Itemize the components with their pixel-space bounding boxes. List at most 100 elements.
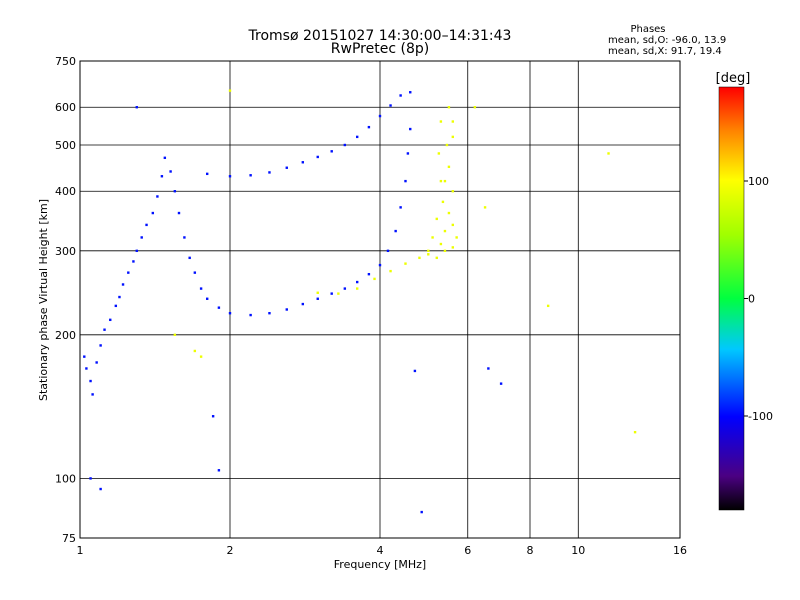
colorbar-ticks: 100 0 -100 bbox=[744, 175, 773, 423]
x-tick-label: 1 bbox=[77, 544, 84, 557]
data-point bbox=[378, 114, 382, 118]
data-point bbox=[285, 166, 288, 169]
data-point bbox=[343, 287, 347, 290]
data-point bbox=[443, 229, 447, 233]
data-point bbox=[546, 304, 550, 308]
data-point bbox=[386, 249, 390, 253]
y-axis-label: Stationary phase Virtual Height [km] bbox=[37, 199, 50, 401]
data-point bbox=[355, 287, 359, 290]
data-point bbox=[118, 295, 121, 299]
data-point bbox=[343, 143, 347, 147]
data-point bbox=[109, 318, 112, 322]
data-point bbox=[173, 333, 177, 337]
data-point bbox=[607, 152, 610, 155]
data-point bbox=[103, 328, 106, 331]
data-point bbox=[268, 311, 271, 315]
data-point bbox=[404, 179, 407, 183]
data-point bbox=[330, 292, 333, 295]
data-point bbox=[169, 170, 172, 173]
data-point bbox=[249, 313, 252, 317]
data-point bbox=[228, 311, 232, 315]
data-point bbox=[455, 236, 458, 239]
stats-heading: Phases bbox=[630, 24, 665, 35]
data-point bbox=[316, 155, 319, 159]
data-point bbox=[451, 223, 455, 227]
data-point bbox=[301, 161, 305, 164]
data-point bbox=[99, 487, 102, 491]
data-point bbox=[135, 249, 138, 253]
data-point bbox=[337, 292, 340, 295]
data-point bbox=[447, 211, 451, 215]
x-axis-ticks: 1 2 4 6 8 10 16 bbox=[77, 544, 688, 557]
colorbar bbox=[718, 86, 745, 511]
data-point bbox=[443, 249, 447, 253]
data-point bbox=[228, 175, 232, 178]
data-point bbox=[445, 143, 449, 147]
data-point bbox=[160, 175, 164, 178]
data-point bbox=[127, 271, 130, 274]
data-point bbox=[431, 236, 434, 239]
data-point bbox=[249, 174, 252, 177]
colorbar-tick-label: 100 bbox=[748, 175, 769, 188]
data-point bbox=[193, 349, 197, 353]
y-tick-label: 750 bbox=[55, 55, 76, 68]
data-point bbox=[163, 156, 167, 160]
data-point bbox=[151, 211, 155, 215]
colorbar-label: [deg] bbox=[716, 71, 751, 86]
data-point bbox=[330, 150, 333, 153]
y-tick-label: 200 bbox=[55, 329, 76, 342]
y-tick-label: 500 bbox=[55, 139, 76, 152]
data-point bbox=[420, 510, 423, 514]
data-point bbox=[99, 344, 102, 347]
data-point bbox=[199, 287, 203, 290]
data-point bbox=[121, 283, 125, 286]
data-point bbox=[268, 171, 271, 174]
data-point bbox=[91, 393, 94, 396]
data-point bbox=[355, 135, 359, 139]
data-point bbox=[373, 277, 376, 281]
data-point bbox=[399, 94, 402, 97]
data-point bbox=[443, 179, 447, 183]
data-point bbox=[211, 415, 215, 418]
data-point bbox=[156, 195, 159, 198]
data-point bbox=[418, 256, 421, 260]
data-point bbox=[367, 272, 371, 276]
data-point bbox=[487, 367, 490, 370]
x-tick-label: 16 bbox=[673, 544, 687, 557]
data-point bbox=[177, 211, 181, 215]
data-point bbox=[199, 355, 203, 358]
colorbar-tick-label: 0 bbox=[748, 293, 755, 306]
data-point bbox=[205, 172, 209, 176]
data-point bbox=[83, 355, 86, 358]
data-point bbox=[193, 271, 197, 274]
colorbar-tick-label: -100 bbox=[748, 410, 773, 423]
data-point bbox=[285, 308, 288, 311]
y-tick-label: 100 bbox=[55, 472, 76, 485]
data-point bbox=[389, 104, 392, 107]
grid bbox=[80, 61, 680, 538]
chart-title: Tromsø 20151027 14:30:00–14:31:43 bbox=[248, 28, 512, 44]
data-point bbox=[409, 91, 412, 94]
data-point bbox=[183, 236, 186, 239]
data-point bbox=[85, 367, 88, 370]
x-tick-label: 8 bbox=[527, 544, 534, 557]
data-point bbox=[95, 361, 98, 364]
data-point bbox=[451, 190, 455, 193]
x-tick-label: 2 bbox=[227, 544, 234, 557]
data-point bbox=[316, 291, 319, 294]
chart-subtitle: RwPretec (8p) bbox=[331, 41, 429, 57]
data-point bbox=[145, 223, 148, 227]
data-point bbox=[447, 165, 451, 169]
data-point bbox=[205, 297, 209, 300]
data-point bbox=[188, 256, 191, 260]
data-point bbox=[217, 469, 221, 472]
data-point bbox=[427, 253, 430, 256]
y-tick-label: 300 bbox=[55, 245, 76, 258]
data-point bbox=[499, 382, 503, 385]
stats-line-x: mean, sd,X: 91.7, 19.4 bbox=[608, 46, 722, 57]
data-point bbox=[483, 206, 487, 209]
data-point bbox=[228, 89, 232, 92]
y-tick-label: 75 bbox=[62, 532, 76, 545]
data-point bbox=[439, 120, 443, 123]
